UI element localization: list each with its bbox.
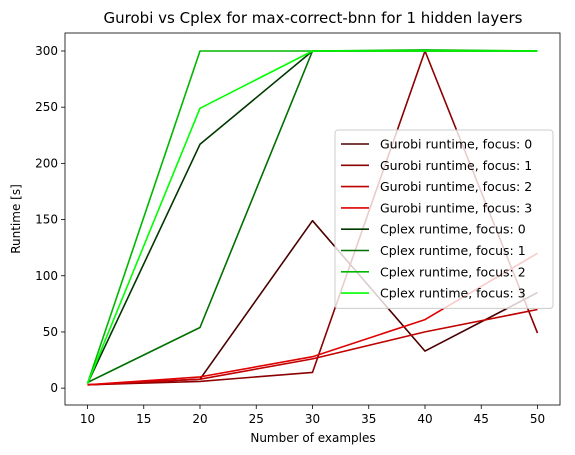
x-tick-label: 45	[474, 412, 489, 426]
chart-title: Gurobi vs Cplex for max-correct-bnn for …	[104, 9, 523, 27]
x-tick-label: 30	[305, 412, 320, 426]
x-tick-label: 15	[136, 412, 151, 426]
legend-label-1: Gurobi runtime, focus: 0	[380, 137, 532, 152]
y-axis-label: Runtime [s]	[9, 184, 23, 254]
legend: Gurobi runtime, focus: 0 Gurobi runtime, …	[334, 129, 554, 309]
y-tick-label: 50	[43, 325, 58, 339]
legend-box	[334, 129, 554, 309]
y-tick-label: 200	[35, 156, 58, 170]
legend-label-6: Cplex runtime, focus: 1	[380, 243, 526, 258]
y-tick-label: 100	[35, 269, 58, 283]
legend-label-5: Cplex runtime, focus: 0	[380, 222, 526, 237]
legend-label-7: Cplex runtime, focus: 2	[380, 264, 526, 279]
legend-label-4: Gurobi runtime, focus: 3	[380, 200, 532, 215]
y-tick-label: 150	[35, 213, 58, 227]
x-tick-label: 50	[530, 412, 545, 426]
axes-frame	[64, 32, 561, 406]
legend-label-2: Gurobi runtime, focus: 1	[380, 158, 532, 173]
x-tick-label: 35	[361, 412, 376, 426]
y-tick-label: 250	[35, 100, 58, 114]
legend-label-8: Cplex runtime, focus: 3	[380, 286, 526, 301]
x-tick-label: 40	[417, 412, 432, 426]
series-line-3	[87, 308, 538, 386]
x-tick-label: 25	[249, 412, 264, 426]
y-tick-label: 0	[50, 381, 58, 395]
x-axis-label: Number of examples	[250, 431, 375, 445]
series-line-8	[86, 50, 538, 384]
plot-area: 10 15 20 25 30 35 40 45 50 0 50 100 150 200 250 300	[35, 32, 561, 426]
y-tick-label: 300	[35, 44, 58, 58]
x-tick-label: 10	[80, 412, 95, 426]
legend-label-3: Gurobi runtime, focus: 2	[380, 179, 532, 194]
x-tick-label: 20	[192, 412, 207, 426]
